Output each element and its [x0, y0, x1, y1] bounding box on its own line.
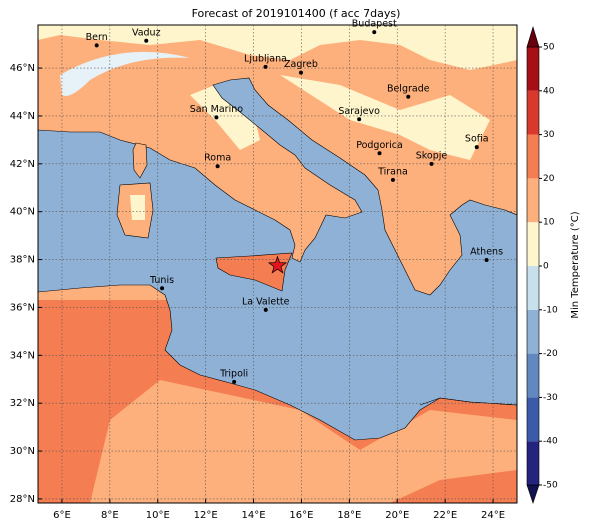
colorbar-over	[526, 25, 540, 48]
city-dot	[215, 164, 220, 169]
y-tick-label: 34°N	[10, 350, 35, 361]
city-label: Ljubljana	[244, 53, 287, 64]
city-dot	[263, 307, 268, 312]
city-label: Sarajevo	[338, 106, 380, 117]
colorbar-tick-label: 50	[543, 43, 555, 53]
colorbar-tick-label: 20	[543, 174, 555, 184]
colorbar-tick-label: -50	[543, 481, 558, 491]
y-tick-label: 28°N	[10, 494, 35, 505]
y-tick-label: 32°N	[10, 398, 35, 409]
corsica	[132, 142, 148, 179]
colorbar-tick-label: -20	[543, 349, 558, 359]
city-dot	[406, 94, 411, 99]
city-label: Vaduz	[132, 27, 161, 38]
y-tick-label: 44°N	[10, 111, 35, 122]
colorbar-bin	[527, 47, 539, 91]
city-dot	[144, 38, 149, 43]
x-tick-label: 16°E	[289, 510, 313, 521]
colorbar-bin	[527, 353, 539, 398]
city-dot	[484, 258, 489, 263]
balkan-cold	[280, 75, 490, 160]
colorbar-tick-label: -10	[543, 305, 558, 315]
colorbar-bin	[527, 134, 539, 179]
x-tick-label: 20°E	[385, 510, 409, 521]
city-dot	[429, 161, 434, 166]
x-tick-label: 18°E	[337, 510, 361, 521]
colorbar-tick-label: 10	[543, 218, 555, 228]
city-label: Roma	[204, 153, 231, 164]
y-tick-label: 30°N	[10, 446, 35, 457]
city-dot	[377, 151, 382, 156]
city-dot	[263, 64, 268, 69]
city-label: Athens	[470, 247, 503, 258]
colorbar-under	[526, 484, 540, 504]
colorbar-bin	[527, 309, 539, 354]
city-dot	[94, 43, 99, 48]
city-dot	[232, 379, 237, 384]
coast	[419, 397, 517, 406]
map-frame	[37, 24, 518, 504]
city-label: Tripoli	[219, 368, 248, 379]
city-label: Zagreb	[284, 59, 318, 70]
city-label: Belgrade	[387, 83, 430, 94]
colorbar-tick-label: -40	[543, 437, 558, 447]
y-tick-label: 38°N	[10, 255, 35, 266]
city-label: Podgorica	[356, 140, 403, 151]
colorbar-label: Min Temperature (°C)	[570, 211, 581, 318]
forecast-point-star	[267, 255, 288, 274]
city-label: Tirana	[377, 166, 408, 177]
alps-cold-core	[60, 51, 190, 96]
x-tick-label: 24°E	[481, 510, 505, 521]
colorbar-tick-label: 0	[543, 262, 549, 272]
x-tick-label: 14°E	[242, 510, 266, 521]
africa-mild	[90, 380, 517, 503]
y-tick-label: 46°N	[10, 63, 35, 74]
x-tick-label: 22°E	[433, 510, 457, 521]
y-tick-label: 36°N	[10, 302, 35, 313]
colorbar-tick-label: 40	[543, 86, 555, 96]
y-tick-label: 42°N	[10, 159, 35, 170]
colorbar-bin	[527, 397, 539, 442]
colorbar-tick-label: 30	[543, 130, 555, 140]
colorbar-bin	[527, 222, 539, 266]
x-tick-label: 8°E	[101, 510, 119, 521]
city-dot	[214, 115, 219, 120]
city-dot	[474, 145, 479, 150]
city-dot	[372, 30, 377, 35]
city-label: Budapest	[352, 19, 397, 30]
x-tick-label: 6°E	[53, 510, 71, 521]
x-tick-label: 12°E	[194, 510, 218, 521]
colorbar-bin	[527, 90, 539, 135]
city-dot	[357, 117, 362, 122]
colorbar-bin	[527, 266, 539, 310]
city-dot	[160, 286, 165, 291]
sardinia-cold	[130, 195, 145, 220]
colorbar-bin	[527, 178, 539, 223]
city-label: Skopje	[416, 150, 448, 161]
x-tick-label: 10°E	[146, 510, 170, 521]
colorbar-bin	[527, 441, 539, 485]
city-label: San Marino	[190, 104, 243, 115]
city-dot	[390, 177, 395, 182]
city-dot	[298, 70, 303, 75]
city-label: Bern	[86, 32, 108, 43]
city-label: Sofia	[465, 134, 489, 145]
title: Forecast of 2019101400 (f acc 7days)	[192, 7, 401, 20]
colorbar-tick-label: -30	[543, 393, 558, 403]
y-tick-label: 40°N	[10, 207, 35, 218]
city-label: La Valette	[242, 296, 290, 307]
city-label: Tunis	[149, 275, 174, 286]
